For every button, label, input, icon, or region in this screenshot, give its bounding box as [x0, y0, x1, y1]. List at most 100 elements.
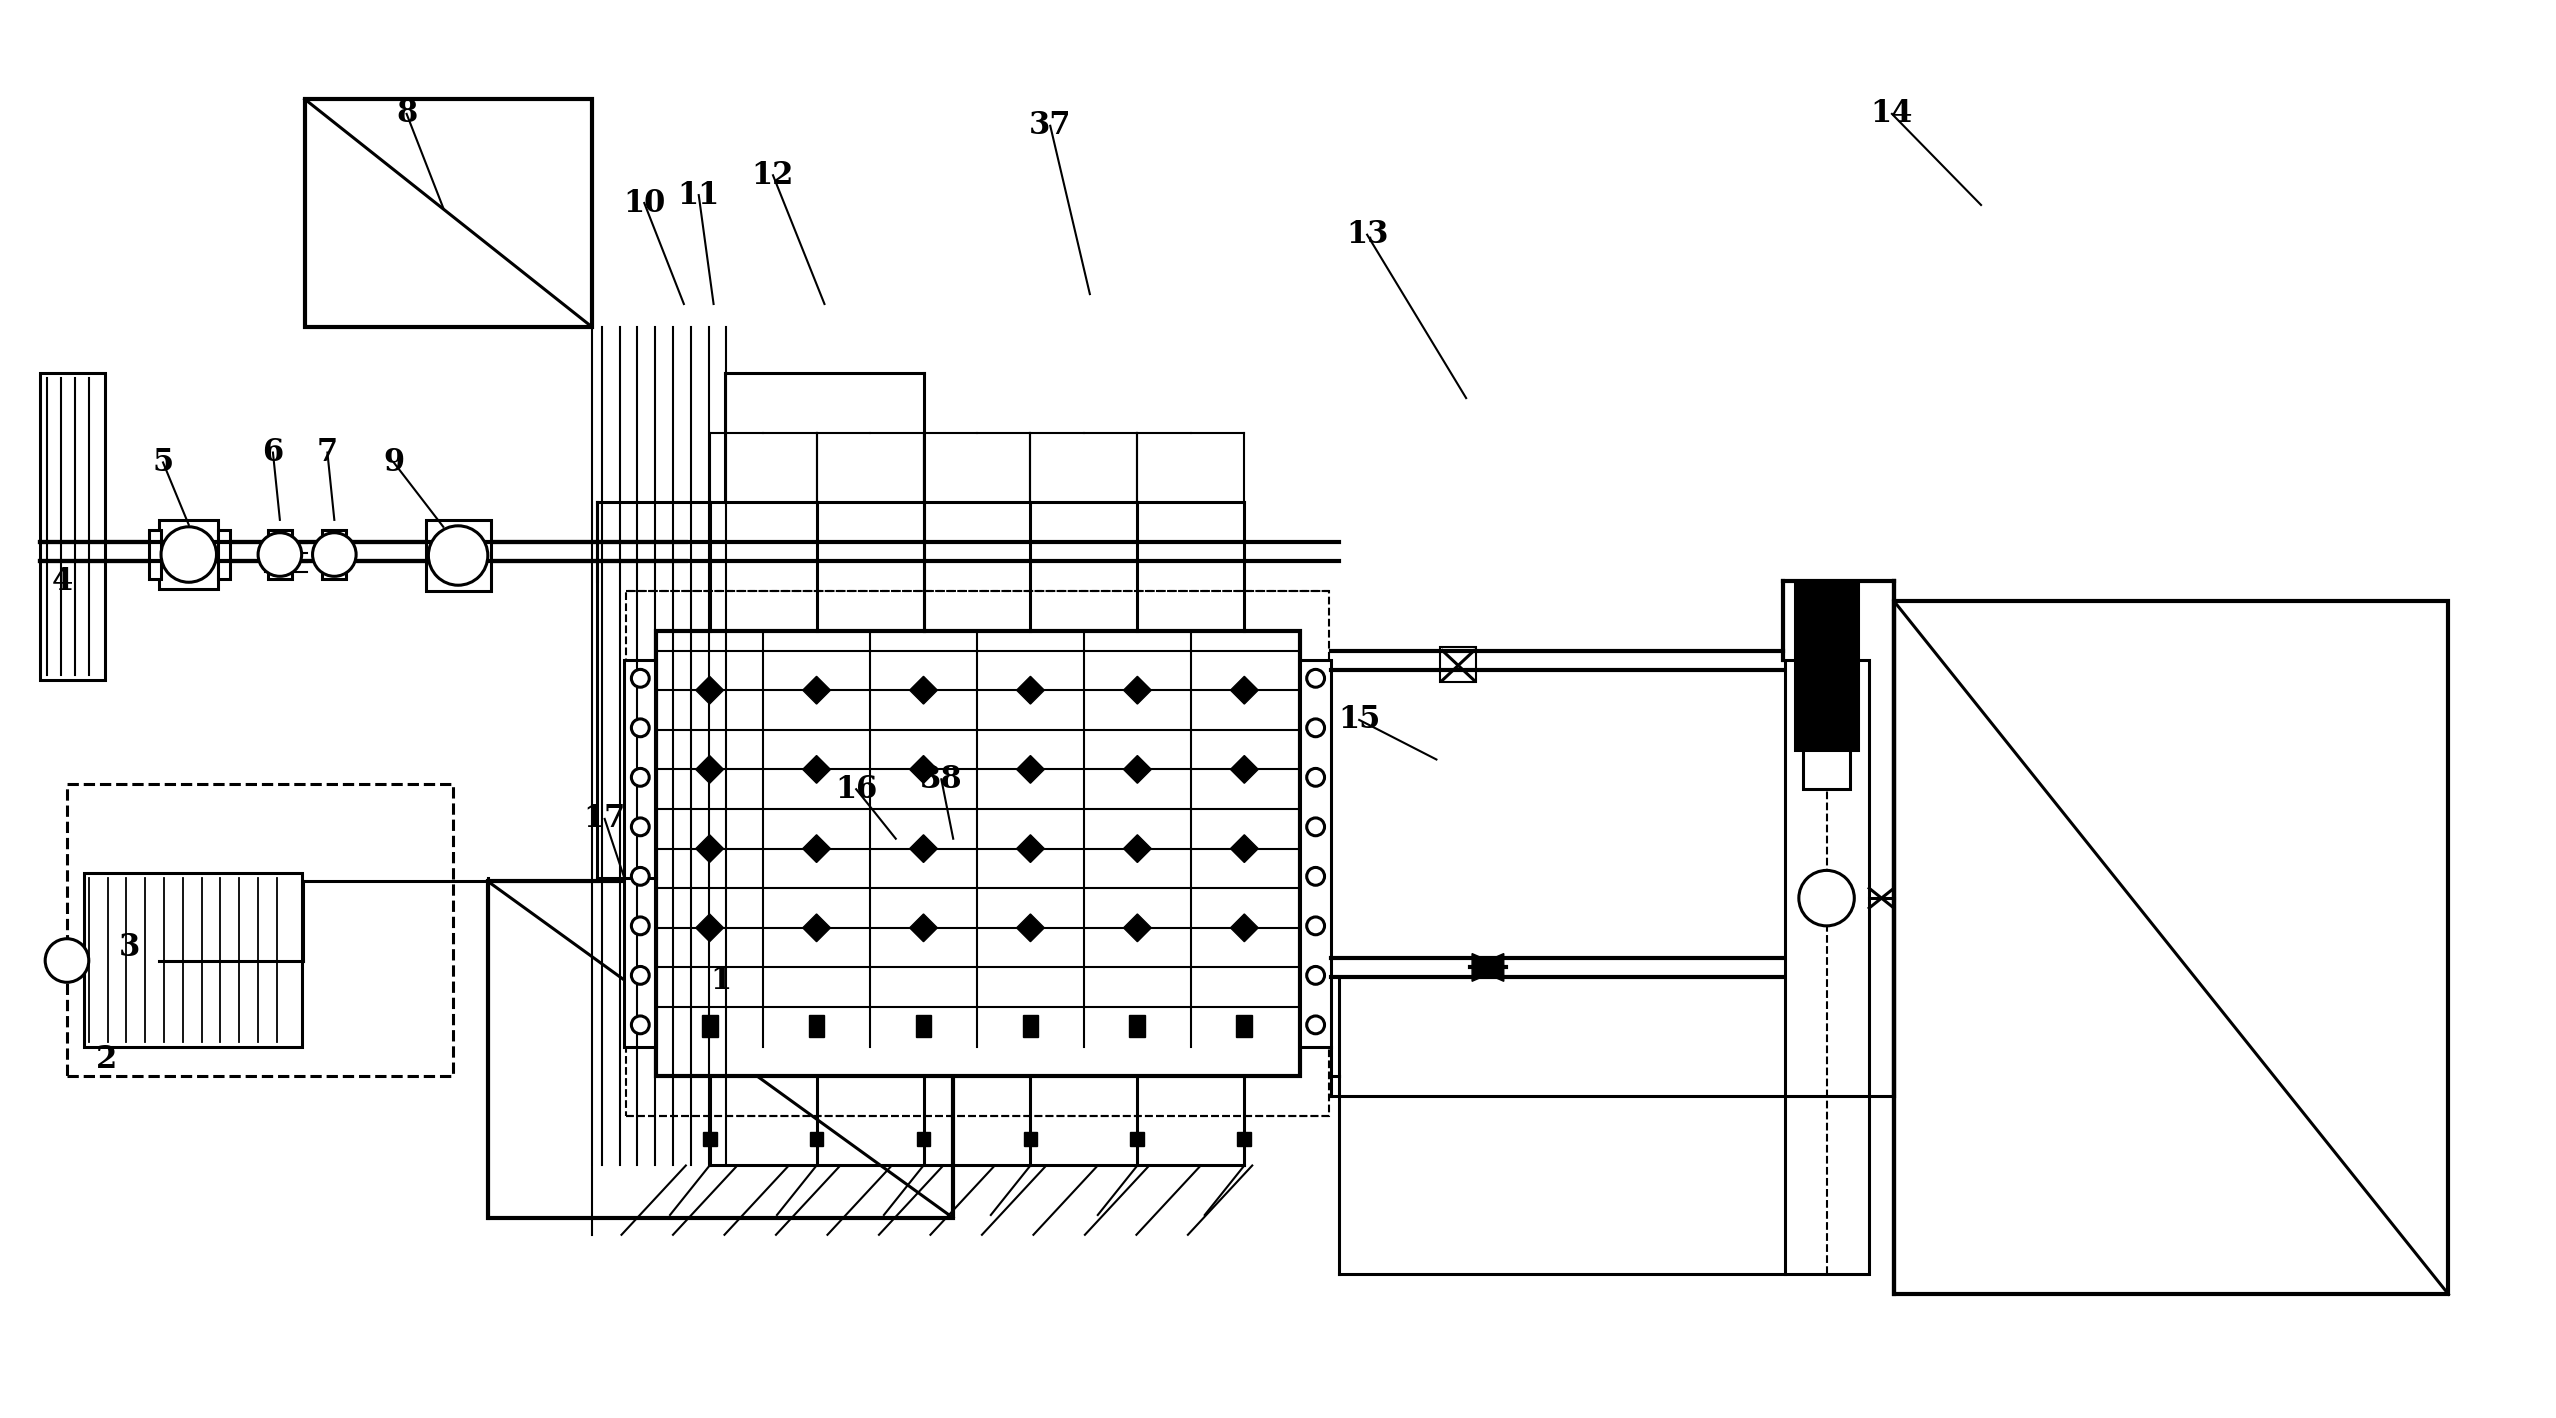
Bar	[1130, 1015, 1145, 1037]
Polygon shape	[910, 835, 938, 862]
Circle shape	[631, 967, 649, 984]
Bar	[1784, 661, 1868, 1275]
Text: 7: 7	[317, 437, 337, 468]
Polygon shape	[1125, 756, 1150, 783]
Circle shape	[161, 527, 217, 583]
Circle shape	[429, 526, 488, 586]
Bar	[322, 530, 345, 580]
Bar	[268, 530, 291, 580]
Text: 12: 12	[751, 160, 795, 191]
Bar	[1894, 601, 2449, 1295]
Bar	[810, 1132, 823, 1146]
Circle shape	[1799, 871, 1853, 926]
Text: 38: 38	[920, 764, 964, 795]
Bar	[1802, 747, 1851, 790]
Circle shape	[1306, 1015, 1324, 1034]
Text: 11: 11	[677, 180, 721, 211]
Circle shape	[1306, 967, 1324, 984]
Polygon shape	[1017, 915, 1045, 942]
Bar	[304, 99, 593, 326]
Bar	[66, 784, 452, 1076]
Circle shape	[631, 769, 649, 786]
Circle shape	[1306, 669, 1324, 688]
Bar	[1442, 647, 1475, 682]
Bar	[915, 1015, 930, 1037]
Polygon shape	[803, 835, 831, 862]
Polygon shape	[1229, 756, 1258, 783]
Polygon shape	[910, 756, 938, 783]
Text: 37: 37	[1030, 111, 1071, 142]
Text: 5: 5	[153, 447, 174, 478]
Bar	[1022, 1015, 1038, 1037]
Bar	[488, 882, 953, 1218]
Polygon shape	[1229, 915, 1258, 942]
Bar	[1794, 581, 1858, 750]
Bar	[217, 530, 230, 580]
Bar	[427, 520, 491, 591]
Circle shape	[631, 719, 649, 737]
Text: 15: 15	[1339, 705, 1380, 736]
Circle shape	[1306, 868, 1324, 885]
Bar	[158, 520, 217, 590]
Circle shape	[631, 818, 649, 835]
Bar	[626, 591, 1329, 1116]
Text: 14: 14	[1871, 98, 1912, 129]
Bar	[1802, 638, 1851, 671]
Polygon shape	[695, 915, 723, 942]
Text: 2: 2	[97, 1044, 118, 1075]
Polygon shape	[695, 756, 723, 783]
Bar	[1237, 1132, 1252, 1146]
Bar	[41, 373, 105, 681]
Text: 3: 3	[118, 932, 141, 963]
Polygon shape	[1017, 756, 1045, 783]
Bar	[1301, 661, 1332, 1046]
Text: 10: 10	[624, 187, 665, 218]
Circle shape	[1306, 917, 1324, 934]
Polygon shape	[910, 915, 938, 942]
Text: 17: 17	[583, 804, 626, 834]
Bar	[703, 1132, 716, 1146]
Circle shape	[631, 669, 649, 688]
Polygon shape	[1125, 676, 1150, 705]
Bar	[703, 1015, 718, 1037]
Circle shape	[1306, 719, 1324, 737]
Polygon shape	[1229, 676, 1258, 705]
Circle shape	[312, 533, 355, 576]
Text: 4: 4	[51, 566, 72, 597]
Circle shape	[631, 868, 649, 885]
Circle shape	[631, 917, 649, 934]
Polygon shape	[803, 676, 831, 705]
Polygon shape	[1472, 953, 1503, 981]
Polygon shape	[695, 676, 723, 705]
Polygon shape	[695, 835, 723, 862]
Text: 16: 16	[836, 774, 877, 804]
Bar	[1130, 1132, 1145, 1146]
Polygon shape	[1229, 835, 1258, 862]
Circle shape	[258, 533, 302, 576]
Circle shape	[46, 939, 89, 983]
Polygon shape	[1017, 835, 1045, 862]
Bar	[918, 1132, 930, 1146]
Polygon shape	[803, 915, 831, 942]
Bar	[148, 530, 161, 580]
Bar	[84, 873, 302, 1046]
Circle shape	[1306, 818, 1324, 835]
Text: 1: 1	[711, 964, 731, 995]
Polygon shape	[910, 676, 938, 705]
Bar	[624, 661, 657, 1046]
Bar	[808, 1015, 826, 1037]
Polygon shape	[1125, 915, 1150, 942]
Polygon shape	[1017, 676, 1045, 705]
Polygon shape	[1125, 835, 1150, 862]
Circle shape	[1306, 769, 1324, 786]
Text: 9: 9	[383, 447, 404, 478]
Circle shape	[631, 1015, 649, 1034]
Bar	[1237, 1015, 1252, 1037]
Polygon shape	[803, 756, 831, 783]
Bar	[657, 631, 1301, 1076]
Text: 6: 6	[263, 437, 284, 468]
Bar	[1022, 1132, 1038, 1146]
Polygon shape	[1472, 953, 1503, 981]
Text: 13: 13	[1347, 220, 1388, 250]
Text: 8: 8	[396, 98, 417, 129]
